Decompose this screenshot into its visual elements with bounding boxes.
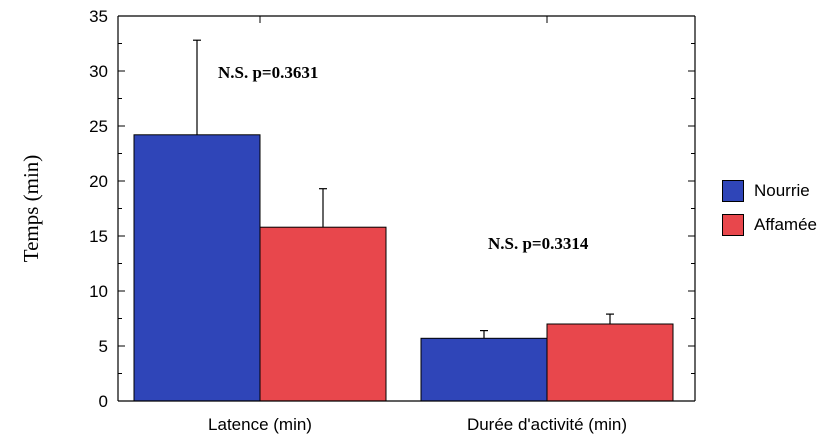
y-tick-label-3: 15	[89, 227, 108, 246]
legend-label-affamee: Affamée	[754, 215, 818, 234]
x-tick-label-1: Durée d'activité (min)	[467, 415, 627, 434]
annotation-1: N.S. p=0.3314	[488, 234, 589, 253]
legend-item-nourrie: Nourrie	[722, 176, 817, 206]
bar-nourrie-1	[420, 337, 548, 402]
y-tick-label-4: 20	[89, 172, 108, 191]
legend: Nourrie Affamée	[722, 176, 817, 244]
y-tick-label-0: 0	[99, 392, 108, 411]
annotation-0: N.S. p=0.3631	[218, 63, 318, 82]
y-tick-label-2: 10	[89, 282, 108, 301]
legend-label-nourrie: Nourrie	[754, 181, 810, 200]
legend-swatch-nourrie	[722, 180, 744, 202]
legend-item-affamee: Affamée	[722, 210, 817, 240]
y-axis-label: Temps (min)	[19, 155, 43, 263]
y-tick-label-5: 25	[89, 117, 108, 136]
bar-affame-0	[259, 226, 387, 402]
bar-affame-1	[546, 323, 674, 402]
y-tick-label-7: 35	[89, 7, 108, 26]
y-tick-label-1: 5	[99, 337, 108, 356]
y-tick-label-6: 30	[89, 62, 108, 81]
x-tick-label-0: Latence (min)	[208, 415, 312, 434]
legend-swatch-affamee	[722, 214, 744, 236]
bar-nourrie-0	[133, 134, 261, 402]
